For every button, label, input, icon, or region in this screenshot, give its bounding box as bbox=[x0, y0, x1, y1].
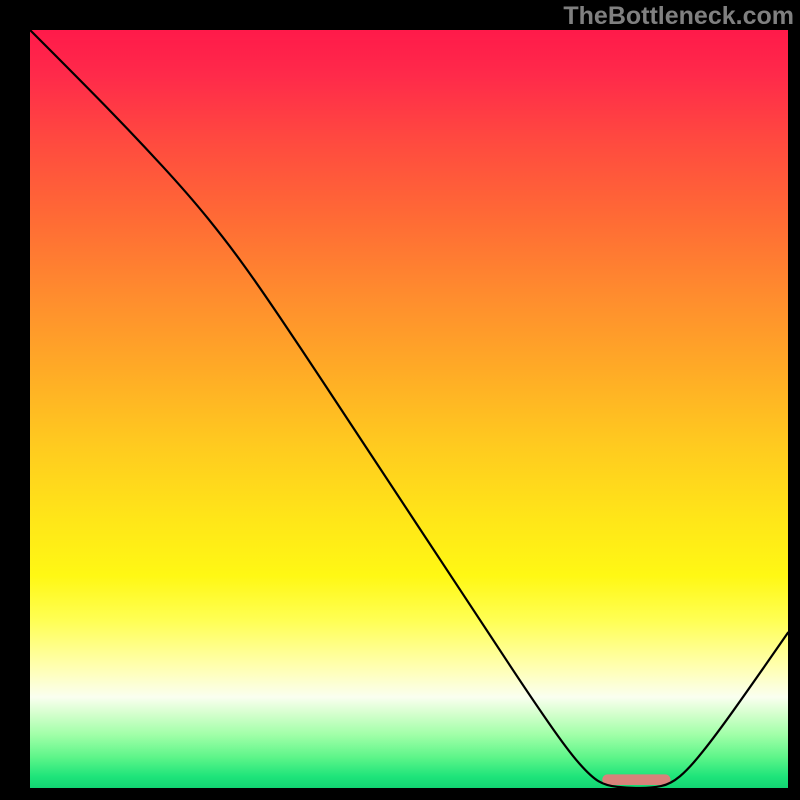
bottleneck-chart: TheBottleneck.com bbox=[0, 0, 800, 800]
optimal-range-marker bbox=[602, 774, 670, 785]
plot-svg bbox=[30, 30, 788, 788]
watermark-text: TheBottleneck.com bbox=[563, 2, 794, 31]
gradient-background bbox=[30, 30, 788, 788]
